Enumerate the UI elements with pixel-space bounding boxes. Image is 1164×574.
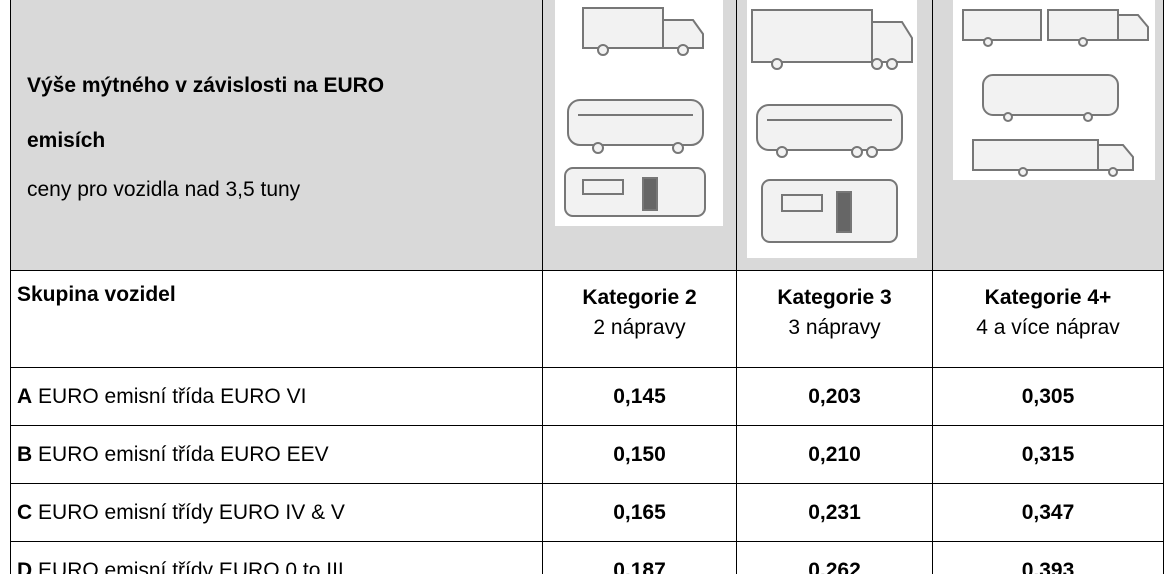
group-label: EURO emisní třídy EURO 0 to III	[38, 559, 344, 574]
vehicle-icons	[933, 0, 1163, 270]
group-letter: A	[17, 385, 32, 408]
column-header: Kategorie 3 3 nápravy	[737, 271, 933, 368]
category-axles: 3 nápravy	[788, 316, 880, 339]
group-letter: B	[17, 443, 32, 466]
toll-value: 0,231	[737, 484, 933, 542]
toll-value: 0,262	[737, 542, 933, 574]
toll-table: Výše mýtného v závislosti na EURO emisíc…	[10, 0, 1164, 574]
toll-value: 0,210	[737, 426, 933, 484]
group-label: EURO emisní třídy EURO IV & V	[38, 501, 345, 524]
category-name: Kategorie 4+	[985, 286, 1112, 309]
column-header: Kategorie 4+ 4 a více náprav	[933, 271, 1164, 368]
vehicle-group: B EURO emisní třída EURO EEV	[11, 426, 543, 484]
vehicle-group: A EURO emisní třída EURO VI	[11, 368, 543, 426]
group-letter: C	[17, 501, 32, 524]
vehicle-group: D EURO emisní třídy EURO 0 to III	[11, 542, 543, 574]
column-header: Skupina vozidel	[11, 271, 543, 368]
group-label: EURO emisní třída EURO VI	[38, 385, 306, 408]
vehicle-group: C EURO emisní třídy EURO IV & V	[11, 484, 543, 542]
image-cell	[933, 0, 1164, 271]
toll-value: 0,187	[543, 542, 737, 574]
group-letter: D	[17, 559, 32, 574]
toll-value: 0,203	[737, 368, 933, 426]
toll-value: 0,150	[543, 426, 737, 484]
vehicle-icons	[543, 0, 736, 270]
title: Výše mýtného v závislosti na EURO emisíc…	[27, 58, 447, 168]
image-cell	[737, 0, 933, 271]
header-cell: Výše mýtného v závislosti na EURO emisíc…	[11, 0, 543, 271]
group-label: EURO emisní třída EURO EEV	[38, 443, 329, 466]
image-cell	[543, 0, 737, 271]
category-axles: 4 a více náprav	[976, 316, 1120, 339]
category-axles: 2 nápravy	[593, 316, 685, 339]
subtitle: ceny pro vozidla nad 3,5 tuny	[27, 168, 542, 212]
page: Výše mýtného v závislosti na EURO emisíc…	[0, 0, 1164, 574]
toll-value: 0,165	[543, 484, 737, 542]
vehicle-icons	[737, 0, 932, 270]
toll-value: 0,315	[933, 426, 1164, 484]
category-name: Kategorie 2	[582, 286, 696, 309]
category-name: Kategorie 3	[777, 286, 891, 309]
toll-value: 0,145	[543, 368, 737, 426]
toll-value: 0,347	[933, 484, 1164, 542]
column-header: Kategorie 2 2 nápravy	[543, 271, 737, 368]
toll-value: 0,305	[933, 368, 1164, 426]
toll-value: 0,393	[933, 542, 1164, 574]
